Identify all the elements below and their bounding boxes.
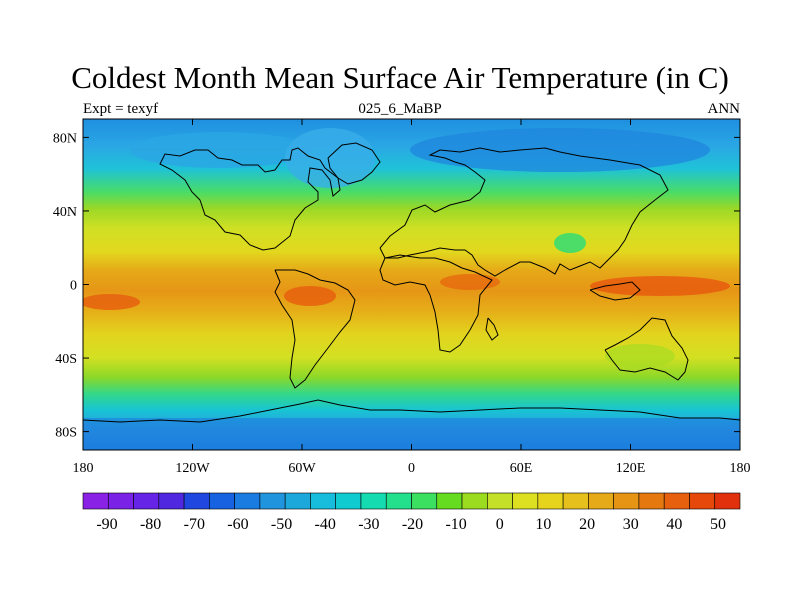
lon-tick-label: 60E	[510, 461, 533, 476]
colorbar-swatch	[310, 492, 336, 510]
north-america-coast	[159, 147, 341, 251]
colorbar-label: 30	[623, 516, 639, 533]
lat-tick-label: 40S	[55, 352, 77, 367]
africa-warm	[440, 274, 500, 290]
greenland-cold	[285, 128, 375, 188]
map-title: Coldest Month Mean Surface Air Temperatu…	[71, 60, 729, 95]
time-label: 025_6_MaBP	[358, 101, 442, 117]
colorbar-swatch	[234, 492, 261, 510]
colorbar-label: -50	[271, 516, 292, 533]
central-pacific-warm	[83, 294, 140, 310]
africa-coast	[379, 254, 493, 353]
tibet-cold	[554, 233, 586, 253]
lat-tick-label: 40N	[53, 205, 77, 220]
greenland-coast	[327, 142, 381, 185]
lon-tick-label: 60W	[288, 461, 316, 476]
colorbar-label: 0	[496, 516, 504, 533]
coastlines	[82, 142, 741, 423]
colorbar-swatch	[537, 492, 564, 510]
colorbar-swatch	[436, 492, 463, 510]
latitude-ticks: 80N 40N 0 40S 80S	[53, 131, 740, 441]
colorbar-label: 20	[579, 516, 595, 533]
colorbar-swatch	[588, 492, 614, 510]
colorbar-swatch	[461, 492, 488, 510]
lat-tick-label: 0	[70, 279, 77, 294]
colorbar-swatch	[259, 492, 286, 510]
lon-tick-label: 180	[73, 461, 94, 476]
antarctica-coast	[82, 399, 741, 423]
colorbar-label: -80	[140, 516, 161, 533]
temperature-field	[83, 119, 740, 450]
colorbar-label: -30	[358, 516, 379, 533]
australia-mild	[605, 344, 675, 368]
colorbar-swatch	[183, 492, 210, 510]
colorbar-swatch	[284, 492, 311, 510]
siberia-cold	[410, 128, 710, 172]
colorbar-swatch	[613, 492, 640, 510]
lon-tick-label: 120W	[175, 461, 210, 476]
colorbar-swatch	[689, 492, 716, 510]
experiment-label: Expt = texyf	[83, 101, 159, 117]
colorbar-swatch	[335, 492, 362, 510]
colorbar-label: 10	[535, 516, 551, 533]
colorbar-label: 40	[666, 516, 682, 533]
lat-tick-label: 80N	[53, 131, 77, 146]
colorbar-swatch	[512, 492, 539, 510]
colorbar-swatch	[562, 492, 589, 510]
colorbar-swatch	[158, 492, 185, 510]
longitude-ticks: 180 120W 60W 0 60E 120E 180	[73, 119, 751, 476]
colorbar-swatch	[107, 492, 134, 510]
madagascar-coast	[485, 317, 499, 341]
colorbar-swatch	[360, 492, 387, 510]
colorbar-label: -90	[96, 516, 117, 533]
colorbar-swatch	[714, 492, 741, 510]
eurasia-coast	[379, 147, 669, 277]
colorbar-swatch	[411, 492, 438, 510]
colorbar-swatch	[487, 492, 513, 510]
colorbar-label: -60	[227, 516, 248, 533]
amazon-warm	[284, 286, 336, 306]
colorbar-label: -40	[315, 516, 336, 533]
australia-coast	[604, 317, 689, 381]
colorbar-label: -70	[184, 516, 205, 533]
lon-tick-label: 180	[730, 461, 751, 476]
colorbar-label: -20	[402, 516, 423, 533]
arctic-canada-cold	[130, 132, 310, 168]
colorbar-swatch	[638, 492, 665, 510]
colorbar-swatch	[133, 492, 160, 510]
season-label: ANN	[707, 101, 741, 117]
colorbar: -90 -80 -70 -60 -50 -40 -30 -20 -10 0 10 20 30 40 50	[82, 492, 741, 533]
colorbar-swatch	[663, 492, 690, 510]
colorbar-swatch	[385, 492, 412, 510]
lon-tick-label: 0	[408, 461, 415, 476]
lon-tick-label: 120E	[616, 461, 646, 476]
south-america-coast	[274, 269, 356, 389]
lat-tick-label: 80S	[55, 426, 77, 441]
west-pacific-warm	[590, 276, 730, 296]
colorbar-label: 50	[710, 516, 726, 533]
colorbar-swatch	[82, 492, 109, 510]
colorbar-swatch	[209, 492, 235, 510]
southeast-asia-islands	[589, 281, 641, 301]
colorbar-label: -10	[445, 516, 466, 533]
